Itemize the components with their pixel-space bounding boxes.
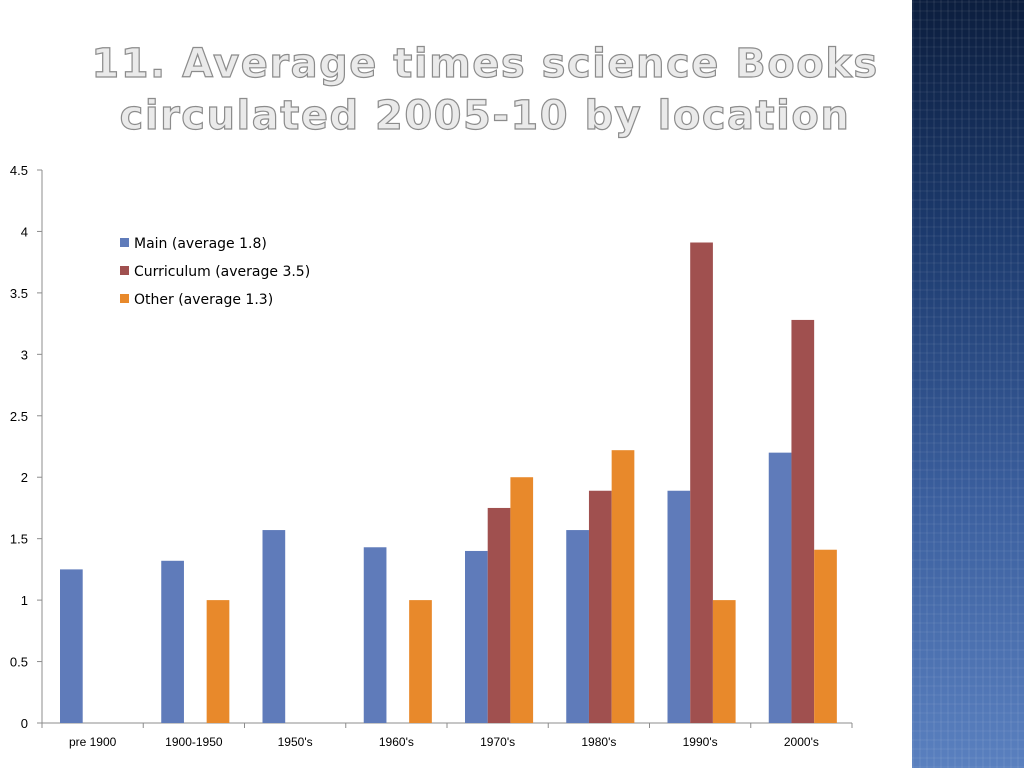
y-tick-label: 0: [21, 716, 28, 731]
bar-main-2: [262, 530, 286, 723]
legend-label: Curriculum (average 3.5): [134, 264, 310, 280]
y-tick-label: 3: [21, 347, 28, 362]
bar-curriculum-7: [791, 319, 815, 723]
x-category-label: pre 1900: [69, 735, 117, 749]
slide-title-line-2: circulated 2005-10 by location: [119, 92, 851, 139]
bar-other-4: [510, 477, 534, 723]
x-category-label: 1950's: [278, 735, 313, 749]
x-axis: pre 1900 1900-1950 1950's 1960's 1970's 1980'…: [41, 722, 853, 749]
legend-swatch: [120, 238, 129, 247]
bar-other-3: [409, 600, 432, 723]
legend-label: Main (average 1.8): [134, 236, 267, 252]
bar-curriculum-5: [588, 490, 612, 723]
legend-label: Other (average 1.3): [134, 292, 273, 308]
slide-title: 11. Average times science Books circulat…: [40, 38, 930, 142]
y-tick-label: 2: [21, 470, 28, 485]
y-tick-label: 1: [21, 593, 28, 608]
x-category-label: 1960's: [379, 735, 414, 749]
bar-other-7: [814, 549, 837, 723]
y-tick-label: 1.5: [10, 532, 28, 547]
bar-main-3: [363, 547, 387, 723]
legend: Main (average 1.8) Curriculum (average 3.…: [120, 236, 310, 308]
x-category-label: 1980's: [581, 735, 616, 749]
bar-other-6: [712, 600, 736, 723]
y-axis: 0 0.5 1 1.5 2 2.5 3 3.5 4 4.5: [10, 163, 43, 731]
bar-main-7: [768, 452, 792, 723]
legend-swatch: [120, 266, 129, 275]
bar-other-1: [206, 600, 230, 723]
decorative-side-panel: [912, 0, 1024, 768]
legend-swatch: [120, 294, 129, 303]
bar-main-4: [465, 550, 488, 723]
bar-main-0: [60, 569, 83, 723]
slide-title-line-1: 11. Average times science Books: [91, 40, 879, 87]
bar-main-1: [161, 560, 184, 723]
y-tick-label: 0.5: [10, 655, 28, 670]
bars: [60, 242, 837, 723]
bar-main-5: [566, 530, 589, 723]
x-category-label: 1990's: [683, 735, 718, 749]
bar-main-6: [667, 490, 691, 723]
y-tick-label: 4.5: [10, 163, 28, 178]
x-category-label: 1970's: [480, 735, 515, 749]
x-category-label: 2000's: [784, 735, 819, 749]
y-tick-label: 4: [21, 224, 28, 239]
bar-other-5: [611, 450, 635, 723]
bar-curriculum-6: [690, 242, 713, 723]
x-category-label: 1900-1950: [165, 735, 223, 749]
y-tick-label: 3.5: [10, 286, 28, 301]
y-tick-label: 2.5: [10, 409, 28, 424]
bar-chart: 0 0.5 1 1.5 2 2.5 3 3.5 4 4.5 pre 1900 1900-1950 19…: [10, 163, 853, 749]
bar-curriculum-4: [487, 507, 511, 723]
